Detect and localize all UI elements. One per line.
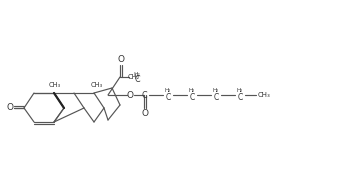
Text: H₂: H₂: [213, 88, 219, 92]
Text: O: O: [117, 56, 125, 64]
Text: O: O: [141, 108, 149, 118]
Text: C: C: [165, 92, 171, 102]
Text: C: C: [189, 92, 195, 102]
Text: CH₂: CH₂: [128, 74, 140, 80]
Text: O: O: [6, 104, 14, 112]
Text: C: C: [213, 92, 219, 102]
Text: H₂: H₂: [134, 72, 140, 76]
Text: O: O: [126, 90, 134, 100]
Text: CH₃: CH₃: [91, 82, 103, 88]
Text: H₂: H₂: [165, 88, 171, 92]
Text: H₂: H₂: [237, 88, 243, 92]
Text: H₂: H₂: [189, 88, 195, 92]
Text: C: C: [134, 76, 140, 84]
Text: CH₃: CH₃: [258, 92, 270, 98]
Text: C: C: [141, 90, 147, 100]
Text: CH₃: CH₃: [49, 82, 61, 88]
Text: C: C: [237, 92, 243, 102]
